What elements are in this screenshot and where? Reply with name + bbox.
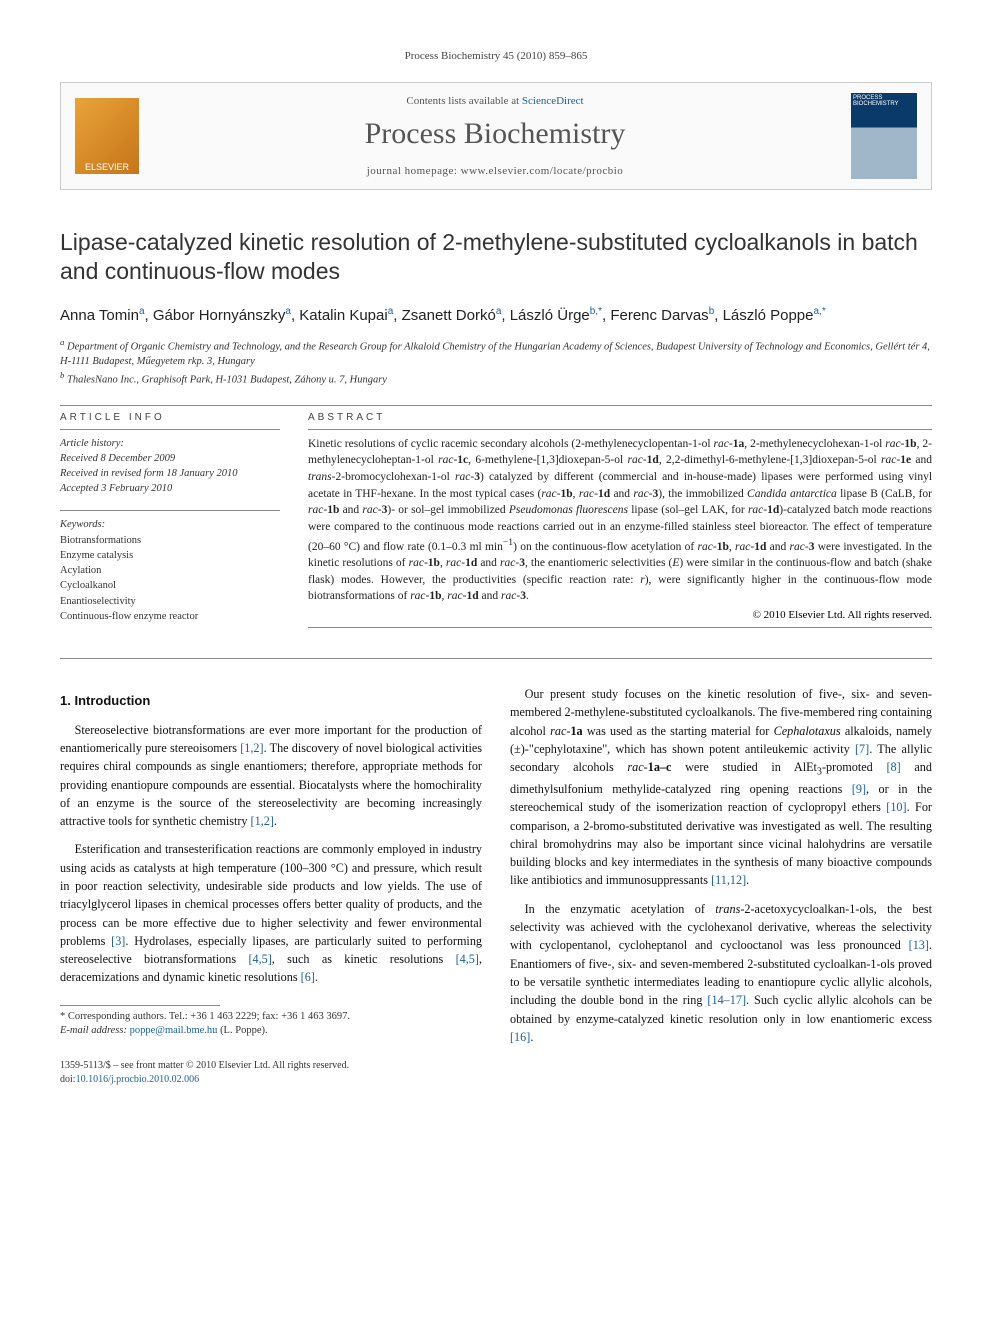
- running-header: Process Biochemistry 45 (2010) 859–865: [60, 50, 932, 62]
- article-info-heading: ARTICLE INFO: [60, 412, 280, 423]
- homepage-prefix: journal homepage:: [367, 165, 461, 177]
- divider: [60, 405, 932, 406]
- affiliation-a: a Department of Organic Chemistry and Te…: [60, 336, 932, 370]
- doi-link[interactable]: 10.1016/j.procbio.2010.02.006: [76, 1074, 200, 1085]
- intro-paragraph-4: In the enzymatic acetylation of trans-2-…: [510, 900, 932, 1046]
- keyword: Acylation: [60, 563, 280, 578]
- authors-list: Anna Tomina, Gábor Hornyánszkya, Katalin…: [60, 306, 932, 324]
- keywords-block: Keywords: Biotransformations Enzyme cata…: [60, 517, 280, 624]
- abstract-text: Kinetic resolutions of cyclic racemic se…: [308, 436, 932, 606]
- corresponding-label: * Corresponding authors. Tel.: +36 1 463…: [60, 1010, 482, 1025]
- masthead-center: Contents lists available at ScienceDirec…: [153, 95, 837, 177]
- abstract-heading: ABSTRACT: [308, 412, 932, 423]
- article-info-sidebar: ARTICLE INFO Article history: Received 8…: [60, 412, 280, 635]
- history-received: Received 8 December 2009: [60, 451, 280, 466]
- abstract-copyright: © 2010 Elsevier Ltd. All rights reserved…: [308, 609, 932, 621]
- sciencedirect-link[interactable]: ScienceDirect: [522, 95, 584, 107]
- section-heading-introduction: 1. Introduction: [60, 691, 482, 711]
- history-revised: Received in revised form 18 January 2010: [60, 466, 280, 481]
- intro-paragraph-1: Stereoselective biotransformations are e…: [60, 721, 482, 831]
- keyword: Continuous-flow enzyme reactor: [60, 609, 280, 624]
- contents-line: Contents lists available at ScienceDirec…: [153, 95, 837, 107]
- journal-homepage-line: journal homepage: www.elsevier.com/locat…: [153, 165, 837, 177]
- contents-prefix: Contents lists available at: [406, 95, 521, 107]
- article-history: Article history: Received 8 December 200…: [60, 436, 280, 497]
- abstract-block: ABSTRACT Kinetic resolutions of cyclic r…: [308, 412, 932, 635]
- keyword: Enantioselectivity: [60, 594, 280, 609]
- doi-line: doi:10.1016/j.procbio.2010.02.006: [60, 1073, 482, 1087]
- intro-paragraph-2: Esterification and transesterification r…: [60, 840, 482, 986]
- corresponding-email-suffix: (L. Poppe).: [220, 1025, 268, 1036]
- corresponding-email-link[interactable]: poppe@mail.bme.hu: [130, 1025, 218, 1036]
- corresponding-author-footnote: * Corresponding authors. Tel.: +36 1 463…: [60, 1010, 482, 1039]
- divider: [60, 658, 932, 659]
- elsevier-logo: ELSEVIER: [75, 98, 139, 174]
- keyword: Biotransformations: [60, 533, 280, 548]
- history-accepted: Accepted 3 February 2010: [60, 481, 280, 496]
- history-label: Article history:: [60, 436, 280, 451]
- affiliations: a Department of Organic Chemistry and Te…: [60, 336, 932, 389]
- corresponding-email-line: E-mail address: poppe@mail.bme.hu (L. Po…: [60, 1024, 482, 1039]
- divider: [308, 429, 932, 430]
- footnote-rule: [60, 1005, 220, 1006]
- homepage-url[interactable]: www.elsevier.com/locate/procbio: [461, 165, 624, 177]
- article-info-row: ARTICLE INFO Article history: Received 8…: [60, 412, 932, 635]
- body-two-columns: 1. Introduction Stereoselective biotrans…: [60, 685, 932, 1087]
- affiliation-b: b ThalesNano Inc., Graphisoft Park, H-10…: [60, 369, 932, 388]
- divider: [60, 429, 280, 430]
- journal-masthead: ELSEVIER Contents lists available at Sci…: [60, 82, 932, 190]
- front-matter-line: 1359-5113/$ – see front matter © 2010 El…: [60, 1059, 482, 1073]
- page-footer: 1359-5113/$ – see front matter © 2010 El…: [60, 1059, 482, 1087]
- article-title: Lipase-catalyzed kinetic resolution of 2…: [60, 228, 932, 286]
- journal-cover-thumb: PROCESS BIOCHEMISTRY: [851, 93, 917, 179]
- divider: [60, 510, 280, 511]
- intro-paragraph-3: Our present study focuses on the kinetic…: [510, 685, 932, 890]
- journal-name: Process Biochemistry: [153, 117, 837, 151]
- divider: [308, 627, 932, 628]
- keywords-label: Keywords:: [60, 517, 280, 532]
- keyword: Cycloalkanol: [60, 578, 280, 593]
- keyword: Enzyme catalysis: [60, 548, 280, 563]
